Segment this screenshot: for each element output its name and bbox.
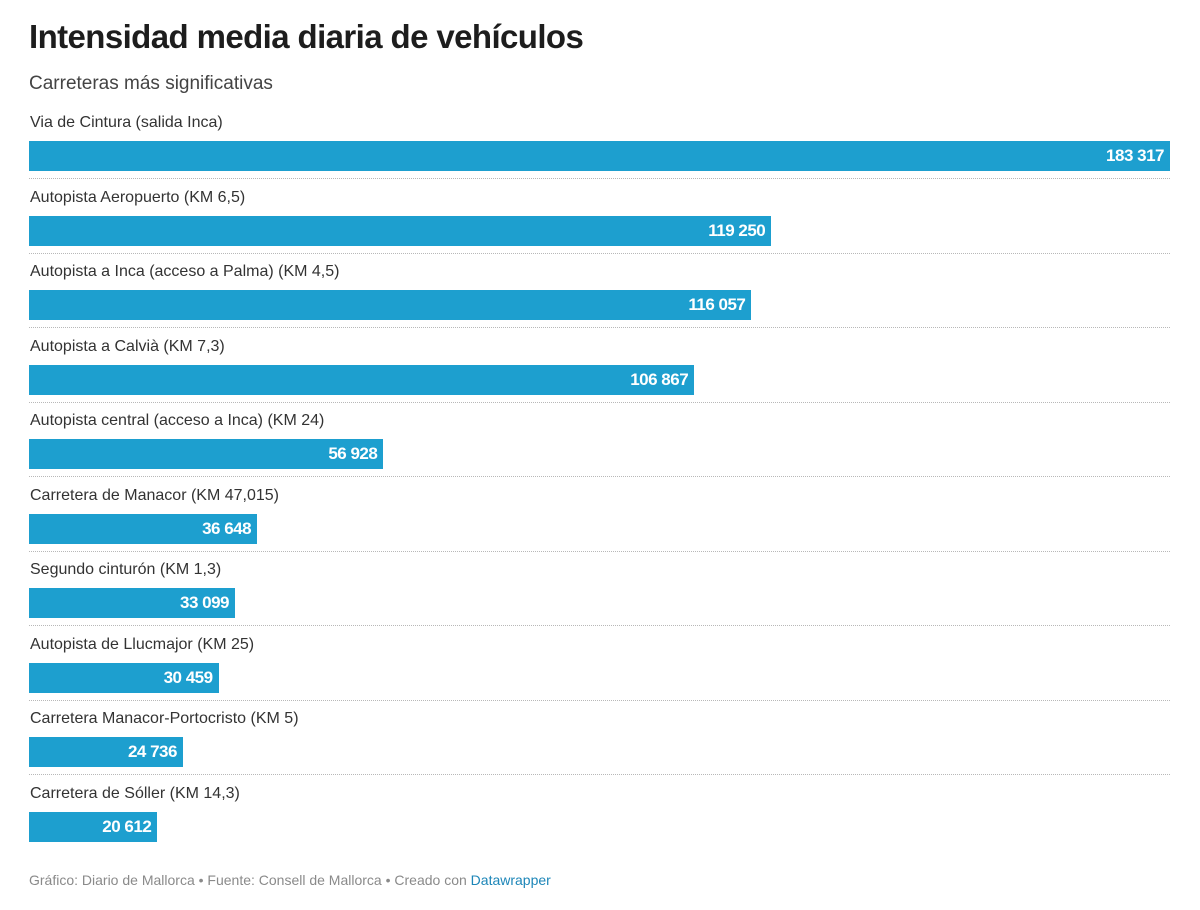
- row-separator: [29, 178, 1170, 179]
- bar-category-label: Autopista central (acceso a Inca) (KM 24…: [30, 412, 325, 429]
- bar-row: Autopista central (acceso a Inca) (KM 24…: [29, 410, 1170, 484]
- chart-footer: Gráfico: Diario de Mallorca • Fuente: Co…: [29, 872, 551, 888]
- row-separator: [29, 774, 1170, 775]
- bar-category-label: Autopista a Calvià (KM 7,3): [30, 337, 225, 355]
- bar-value-label: 183 317: [1106, 146, 1164, 165]
- bar-row: Autopista a Inca (acceso a Palma) (KM 4,…: [29, 261, 1170, 335]
- bar-value-label: 24 736: [127, 742, 178, 761]
- bar-category-label: Autopista a Inca (acceso a Palma) (KM 4,…: [30, 263, 340, 280]
- bar-row: Autopista Aeropuerto (KM 6,5) 119 250: [29, 187, 1170, 261]
- bar-category-label: Carretera de Sóller (KM 14,3): [30, 784, 240, 802]
- bar-value-label: 119 250: [708, 220, 766, 240]
- bar-category-label: Autopista Aeropuerto (KM 6,5): [30, 188, 246, 206]
- bar-category-label: Autopista de Llucmajor (KM 25): [30, 635, 255, 653]
- bar: 183 317: [29, 141, 1170, 171]
- row-separator: [29, 476, 1170, 477]
- bar: 30 459: [29, 662, 219, 693]
- bar-category-label: Via de Cintura (salida Inca): [30, 114, 223, 131]
- bar: 119 250: [29, 215, 772, 246]
- bar-value-label: 36 648: [202, 518, 252, 538]
- bar-row: Autopista de Llucmajor (KM 25) 30 459: [29, 634, 1170, 708]
- bar-category-label: Carretera Manacor-Portocristo (KM 5): [30, 710, 299, 727]
- row-separator: [29, 327, 1170, 328]
- chart-title: Intensidad media diaria de vehículos: [29, 18, 584, 55]
- bar-row: Carretera Manacor-Portocristo (KM 5) 24 7…: [29, 708, 1170, 782]
- bar: 116 057: [29, 290, 752, 320]
- bar-value-label: 56 928: [328, 444, 378, 463]
- row-separator: [29, 401, 1170, 403]
- bar-value-label: 116 057: [688, 295, 746, 314]
- bar-value-label: 20 612: [102, 816, 152, 836]
- bar-row: Autopista a Calvià (KM 7,3) 106 867: [29, 336, 1170, 410]
- bar: 56 928: [29, 439, 384, 469]
- bar-category-label: Segundo cinturón (KM 1,3): [30, 561, 222, 578]
- row-separator: [29, 699, 1170, 701]
- bar-row: Carretera de Sóller (KM 14,3) 20 612: [29, 783, 1170, 857]
- bar: 106 867: [29, 364, 695, 395]
- row-separator: [29, 550, 1170, 552]
- footer-credits: Gráfico: Diario de Mallorca • Fuente: Co…: [29, 872, 467, 888]
- bar-value-label: 30 459: [163, 667, 214, 687]
- chart-subtitle: Carreteras más significativas: [29, 73, 273, 94]
- bar: 33 099: [29, 588, 235, 618]
- bar-row: Carretera de Manacor (KM 47,015) 36 648: [29, 485, 1170, 559]
- bar-category-label: Carretera de Manacor (KM 47,015): [30, 486, 279, 504]
- bar-value-label: 106 867: [630, 369, 689, 389]
- row-separator: [29, 625, 1170, 626]
- bar-row: Via de Cintura (salida Inca) 183 317: [29, 112, 1170, 186]
- datawrapper-link[interactable]: Datawrapper: [470, 872, 551, 888]
- bar-chart: Via de Cintura (salida Inca) 183 317 Autop…: [29, 112, 1170, 852]
- bar: 24 736: [29, 737, 183, 767]
- bar: 20 612: [29, 811, 158, 842]
- bar-value-label: 33 099: [180, 593, 230, 612]
- row-separator: [29, 252, 1170, 254]
- bar-row: Segundo cinturón (KM 1,3) 33 099: [29, 559, 1170, 633]
- bar: 36 648: [29, 513, 258, 544]
